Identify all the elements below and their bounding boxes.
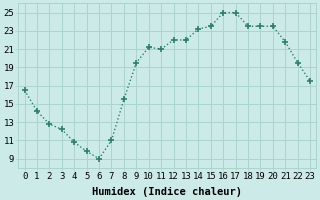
X-axis label: Humidex (Indice chaleur): Humidex (Indice chaleur) [92, 186, 242, 197]
